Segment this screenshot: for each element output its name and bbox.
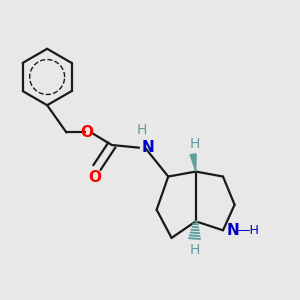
Polygon shape: [190, 154, 196, 172]
Text: O: O: [80, 125, 94, 140]
Text: —H: —H: [237, 224, 259, 237]
Text: H: H: [189, 137, 200, 151]
Text: H: H: [190, 243, 200, 257]
Text: O: O: [88, 170, 101, 185]
Text: H: H: [136, 123, 147, 137]
Text: N: N: [142, 140, 154, 154]
Text: N: N: [227, 223, 240, 238]
